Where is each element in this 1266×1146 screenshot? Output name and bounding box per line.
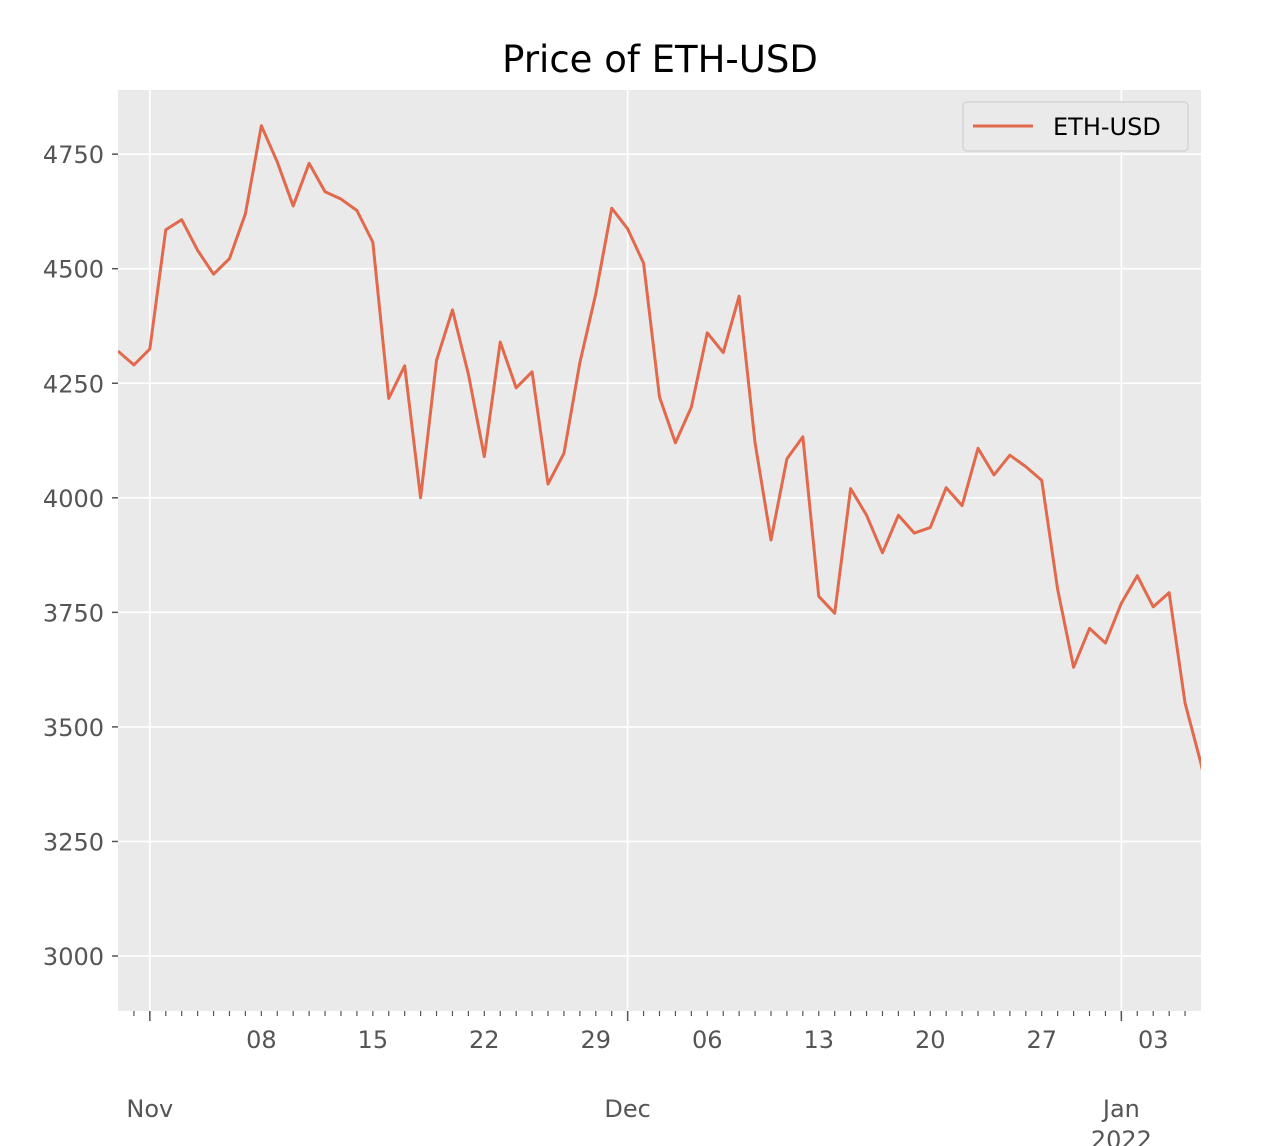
x-minor-tick-label-27: 27 <box>1026 1026 1057 1054</box>
legend-box <box>962 101 1189 152</box>
x-minor-tick-label-06: 06 <box>692 1026 723 1054</box>
y-tick-label-3500: 3500 <box>43 714 104 742</box>
plot-area <box>118 90 1201 1011</box>
x-major-tick-label-line: Dec <box>604 1095 650 1123</box>
y-tick-label-3000: 3000 <box>43 943 104 971</box>
y-tick-label-4750: 4750 <box>43 141 104 169</box>
y-axis: 3000 3250 3500 3750 4000 4250 4500 4750 <box>43 141 118 971</box>
x-minor-tick-label-13: 13 <box>803 1026 834 1054</box>
x-major-tick-label-Nov: Nov <box>126 1095 173 1123</box>
x-major-tick-label-line: Jan <box>1101 1095 1140 1123</box>
x-major-tick-label-line: 2022 <box>1091 1126 1152 1146</box>
x-minor-tick-label-03: 03 <box>1138 1026 1169 1054</box>
series-group <box>118 124 1201 771</box>
x-minor-tick-label-29: 29 <box>581 1026 612 1054</box>
x-major-tick-label-line: Nov <box>126 1095 173 1123</box>
x-major-tick-label-Dec: Dec <box>604 1095 650 1123</box>
x-minor-tick-label-08: 08 <box>246 1026 277 1054</box>
x-axis: 08 15 22 29 06 13 20 27 03 Nov Dec Jan 2022 <box>126 1011 1186 1146</box>
y-tick-label-3750: 3750 <box>43 599 104 627</box>
x-minor-tick-label-20: 20 <box>915 1026 946 1054</box>
grid-lines <box>118 90 1201 1011</box>
y-tick-label-4500: 4500 <box>43 256 104 284</box>
chart-title: Price of ETH-USD <box>502 38 818 81</box>
y-tick-label-4000: 4000 <box>43 485 104 513</box>
y-tick-label-4250: 4250 <box>43 370 104 398</box>
legend: ETH-USD <box>962 101 1189 152</box>
y-tick-label-3250: 3250 <box>43 828 104 856</box>
legend-label-eth-usd: ETH-USD <box>1053 113 1161 141</box>
series-line-eth-usd <box>118 124 1201 771</box>
x-minor-tick-label-15: 15 <box>358 1026 389 1054</box>
x-minor-tick-label-22: 22 <box>469 1026 500 1054</box>
x-major-tick-label-Jan: Jan 2022 <box>1091 1095 1152 1146</box>
